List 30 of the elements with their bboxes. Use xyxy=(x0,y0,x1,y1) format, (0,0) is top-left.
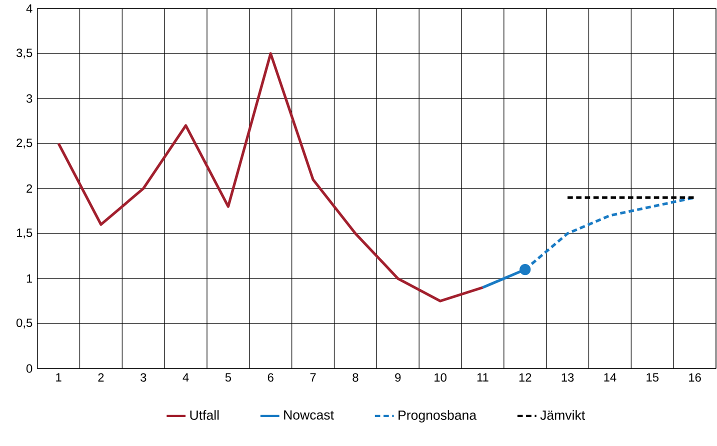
line-series xyxy=(57,52,484,302)
y-tick-label: 1 xyxy=(26,274,32,283)
y-tick-label: 2,5 xyxy=(16,138,32,149)
legend-label: Prognosbana xyxy=(398,410,477,423)
x-tick-label: 13 xyxy=(562,373,574,382)
x-tick-label: 11 xyxy=(477,373,488,382)
x-tick-label: 2 xyxy=(98,373,104,382)
x-tick-label: 15 xyxy=(646,373,659,382)
x-tick-label: 14 xyxy=(604,373,616,382)
y-tick-label: 3,5 xyxy=(16,48,32,59)
x-tick-label: 12 xyxy=(519,373,532,382)
x-tick-label: 4 xyxy=(182,373,189,382)
x-tick-label: 9 xyxy=(395,373,401,382)
x-tick-label: 6 xyxy=(268,373,274,382)
legend-label: Nowcast xyxy=(284,410,334,420)
y-tick-label: 2 xyxy=(26,184,32,193)
x-tick-label: 7 xyxy=(310,373,316,382)
y-tick-label: 3 xyxy=(26,94,32,103)
x-tick-label: 3 xyxy=(140,373,146,382)
x-tick-label: 5 xyxy=(225,373,232,382)
y-tick-label: 1,5 xyxy=(16,228,32,238)
y-tick-label: 4 xyxy=(26,4,32,13)
y-tick-label: 0,5 xyxy=(16,318,32,329)
x-tick-label: 16 xyxy=(689,373,701,382)
x-tick-label: 8 xyxy=(352,373,358,382)
x-tick-label: 1 xyxy=(56,373,62,382)
y-tick-label: 0 xyxy=(26,364,32,373)
legend-label: Utfall xyxy=(190,410,219,420)
legend-label: Jämvikt xyxy=(540,410,586,420)
x-tick-label: 10 xyxy=(434,373,446,382)
